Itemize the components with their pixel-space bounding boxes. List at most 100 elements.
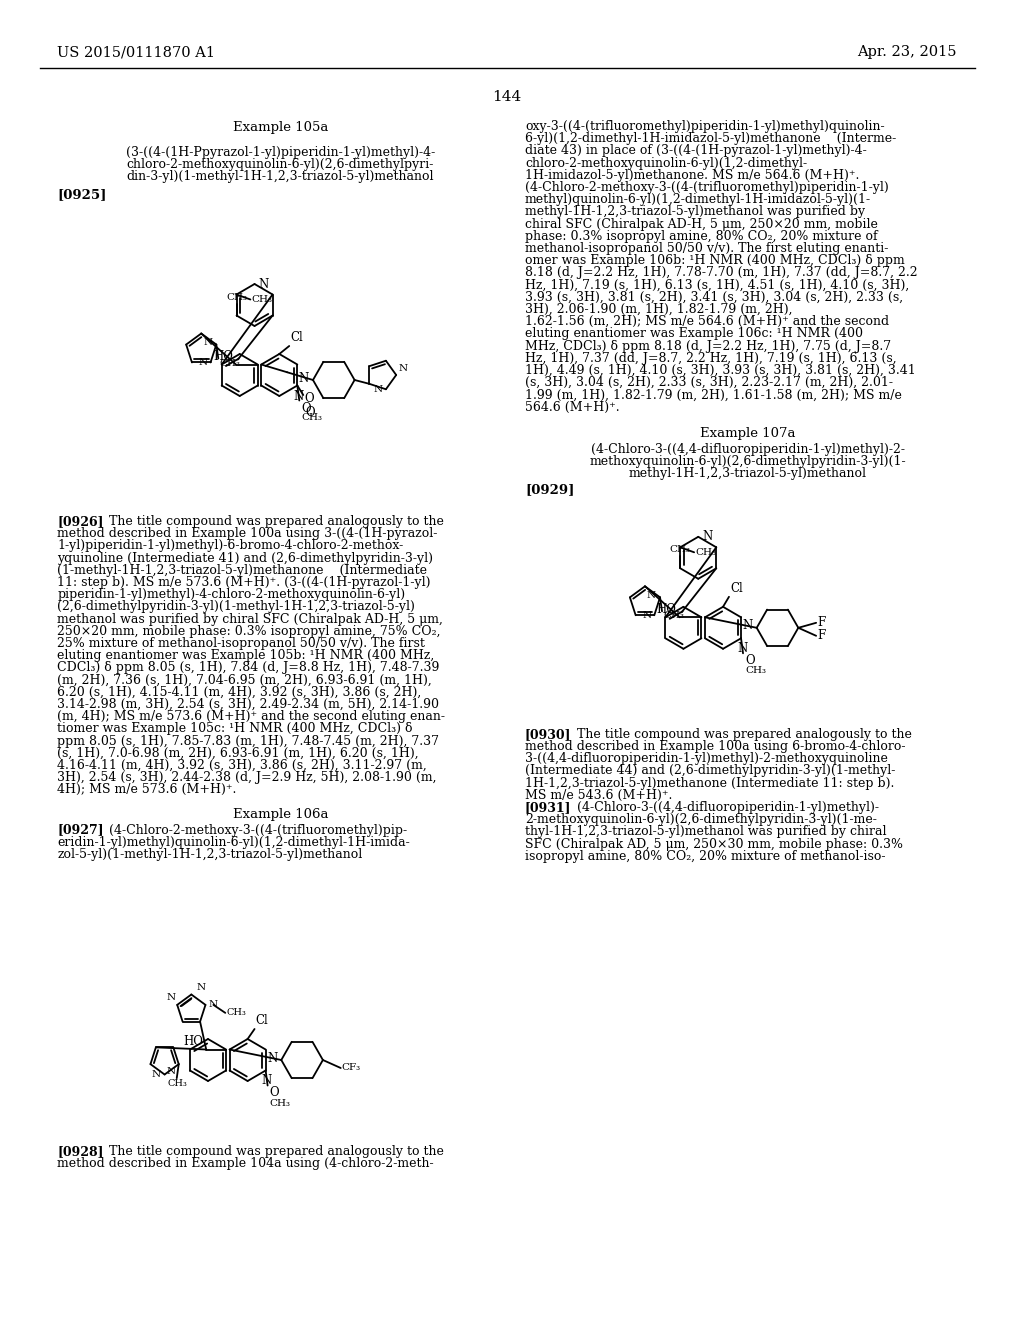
Text: (4-Chloro-2-methoxy-3-((4-(trifluoromethyl)pip-: (4-Chloro-2-methoxy-3-((4-(trifluorometh… [93,824,408,837]
Text: Cl: Cl [256,1014,268,1027]
Text: Hz, 1H), 7.37 (dd, J=8.7, 2.2 Hz, 1H), 7.19 (s, 1H), 6.13 (s,: Hz, 1H), 7.37 (dd, J=8.7, 2.2 Hz, 1H), 7… [525,352,897,364]
Text: N: N [166,993,175,1002]
Text: 1.99 (m, 1H), 1.82-1.79 (m, 2H), 1.61-1.58 (m, 2H); MS m/e: 1.99 (m, 1H), 1.82-1.79 (m, 2H), 1.61-1.… [525,388,902,401]
Text: piperidin-1-yl)methyl)-4-chloro-2-methoxyquinolin-6-yl): piperidin-1-yl)methyl)-4-chloro-2-methox… [57,589,406,601]
Text: N: N [203,338,212,347]
Text: isopropyl amine, 80% CO₂, 20% mixture of methanol-iso-: isopropyl amine, 80% CO₂, 20% mixture of… [525,850,886,863]
Text: CH₃: CH₃ [745,667,766,676]
Text: method described in Example 104a using (4-chloro-2-meth-: method described in Example 104a using (… [57,1158,434,1170]
Text: Apr. 23, 2015: Apr. 23, 2015 [857,45,956,59]
Text: Hz, 1H), 7.19 (s, 1H), 6.13 (s, 1H), 4.51 (s, 1H), 4.10 (s, 3H),: Hz, 1H), 7.19 (s, 1H), 6.13 (s, 1H), 4.5… [525,279,909,292]
Text: chloro-2-methoxyquinolin-6-yl)(1,2-dimethyl-: chloro-2-methoxyquinolin-6-yl)(1,2-dimet… [525,157,807,169]
Text: (s, 3H), 3.04 (s, 2H), 2.33 (s, 3H), 2.23-2.17 (m, 2H), 2.01-: (s, 3H), 3.04 (s, 2H), 2.33 (s, 3H), 2.2… [525,376,893,389]
Text: 1H-1,2,3-triazol-5-yl)methanone (Intermediate 11: step b).: 1H-1,2,3-triazol-5-yl)methanone (Interme… [525,776,894,789]
Text: CH₃: CH₃ [251,294,272,304]
Text: N: N [167,1067,176,1076]
Text: SFC (Chiralpak AD, 5 μm, 250×30 mm, mobile phase: 0.3%: SFC (Chiralpak AD, 5 μm, 250×30 mm, mobi… [525,838,903,850]
Text: F: F [817,630,825,643]
Text: 25% mixture of methanol-isopropanol 50/50 v/v). The first: 25% mixture of methanol-isopropanol 50/5… [57,638,425,649]
Text: 6.20 (s, 1H), 4.15-4.11 (m, 4H), 3.92 (s, 3H), 3.86 (s, 2H),: 6.20 (s, 1H), 4.15-4.11 (m, 4H), 3.92 (s… [57,686,422,698]
Text: ppm 8.05 (s, 1H), 7.85-7.83 (m, 1H), 7.48-7.45 (m, 2H), 7.37: ppm 8.05 (s, 1H), 7.85-7.83 (m, 1H), 7.4… [57,735,439,747]
Text: methyl-1H-1,2,3-triazol-5-yl)methanol was purified by: methyl-1H-1,2,3-triazol-5-yl)methanol wa… [525,206,865,218]
Text: (m, 2H), 7.36 (s, 1H), 7.04-6.95 (m, 2H), 6.93-6.91 (m, 1H),: (m, 2H), 7.36 (s, 1H), 7.04-6.95 (m, 2H)… [57,673,432,686]
Text: The title compound was prepared analogously to the: The title compound was prepared analogou… [560,727,911,741]
Text: CH₃: CH₃ [219,359,241,367]
Text: N: N [261,1074,271,1088]
Text: CH₃: CH₃ [226,293,247,301]
Text: [0925]: [0925] [57,187,106,201]
Text: thyl-1H-1,2,3-triazol-5-yl)methanol was purified by chiral: thyl-1H-1,2,3-triazol-5-yl)methanol was … [525,825,887,838]
Text: diate 43) in place of (3-((4-(1H-pyrazol-1-yl)methyl)-4-: diate 43) in place of (3-((4-(1H-pyrazol… [525,144,866,157]
Text: omer was Example 106b: ¹H NMR (400 MHz, CDCl₃) δ ppm: omer was Example 106b: ¹H NMR (400 MHz, … [525,255,904,267]
Text: 3H), 2.06-1.90 (m, 1H), 1.82-1.79 (m, 2H),: 3H), 2.06-1.90 (m, 1H), 1.82-1.79 (m, 2H… [525,304,793,315]
Text: Example 107a: Example 107a [700,426,796,440]
Text: N: N [209,1001,217,1010]
Text: N: N [702,531,713,544]
Text: CH₃: CH₃ [269,1098,291,1107]
Text: 6-yl)(1,2-dimethyl-1H-imidazol-5-yl)methanone    (Interme-: 6-yl)(1,2-dimethyl-1H-imidazol-5-yl)meth… [525,132,896,145]
Text: CH₃: CH₃ [301,413,323,422]
Text: (1-methyl-1H-1,2,3-triazol-5-yl)methanone    (Intermediate: (1-methyl-1H-1,2,3-triazol-5-yl)methanon… [57,564,427,577]
Text: O: O [745,655,755,668]
Text: zol-5-yl)(1-methyl-1H-1,2,3-triazol-5-yl)methanol: zol-5-yl)(1-methyl-1H-1,2,3-triazol-5-yl… [57,847,362,861]
Text: Cl: Cl [290,331,303,345]
Text: 1H-imidazol-5-yl)methanone. MS m/e 564.6 (M+H)⁺.: 1H-imidazol-5-yl)methanone. MS m/e 564.6… [525,169,859,182]
Text: method described in Example 100a using 6-bromo-4-chloro-: method described in Example 100a using 6… [525,741,905,752]
Text: (4-Chloro-3-((4,4-difluoropiperidin-1-yl)methyl)-2-: (4-Chloro-3-((4,4-difluoropiperidin-1-yl… [591,442,905,455]
Text: N: N [267,1052,278,1064]
Text: (4-Chloro-3-((4,4-difluoropiperidin-1-yl)methyl)-: (4-Chloro-3-((4,4-difluoropiperidin-1-yl… [560,801,879,814]
Text: 250×20 mm, mobile phase: 0.3% isopropyl amine, 75% CO₂,: 250×20 mm, mobile phase: 0.3% isopropyl … [57,624,441,638]
Text: O: O [304,392,314,404]
Text: (s, 1H), 7.0-6.98 (m, 2H), 6.93-6.91 (m, 1H), 6.20 (s, 1H),: (s, 1H), 7.0-6.98 (m, 2H), 6.93-6.91 (m,… [57,747,419,760]
Text: [0930]: [0930] [525,727,571,741]
Text: 1.62-1.56 (m, 2H); MS m/e 564.6 (M+H)⁺ and the second: 1.62-1.56 (m, 2H); MS m/e 564.6 (M+H)⁺ a… [525,315,889,329]
Text: [0928]: [0928] [57,1144,104,1158]
Text: O: O [305,405,314,418]
Text: N: N [647,591,656,599]
Text: (m, 4H); MS m/e 573.6 (M+H)⁺ and the second eluting enan-: (m, 4H); MS m/e 573.6 (M+H)⁺ and the sec… [57,710,445,723]
Text: din-3-yl)(1-methyl-1H-1,2,3-triazol-5-yl)methanol: din-3-yl)(1-methyl-1H-1,2,3-triazol-5-yl… [127,170,434,183]
Text: [0929]: [0929] [525,483,574,496]
Text: (Intermediate 44) and (2,6-dimethylpyridin-3-yl)(1-methyl-: (Intermediate 44) and (2,6-dimethylpyrid… [525,764,895,777]
Text: MHz, CDCl₃) δ ppm 8.18 (d, J=2.2 Hz, 1H), 7.75 (d, J=8.7: MHz, CDCl₃) δ ppm 8.18 (d, J=2.2 Hz, 1H)… [525,339,891,352]
Text: CDCl₃) δ ppm 8.05 (s, 1H), 7.84 (d, J=8.8 Hz, 1H), 7.48-7.39: CDCl₃) δ ppm 8.05 (s, 1H), 7.84 (d, J=8.… [57,661,440,675]
Text: Example 106a: Example 106a [232,808,328,821]
Text: [0926]: [0926] [57,515,104,528]
Text: tiomer was Example 105c: ¹H NMR (400 MHz, CDCl₃) δ: tiomer was Example 105c: ¹H NMR (400 MHz… [57,722,413,735]
Text: eridin-1-yl)methyl)quinolin-6-yl)(1,2-dimethyl-1H-imida-: eridin-1-yl)methyl)quinolin-6-yl)(1,2-di… [57,836,411,849]
Text: CF₃: CF₃ [342,1064,360,1072]
Text: N: N [642,611,651,620]
Text: 2-methoxyquinolin-6-yl)(2,6-dimethylpyridin-3-yl)(1-me-: 2-methoxyquinolin-6-yl)(2,6-dimethylpyri… [525,813,877,826]
Text: methanol-isopropanol 50/50 v/v). The first eluting enanti-: methanol-isopropanol 50/50 v/v). The fir… [525,242,888,255]
Text: methanol was purified by chiral SFC (Chiralpak AD-H, 5 μm,: methanol was purified by chiral SFC (Chi… [57,612,443,626]
Text: phase: 0.3% isopropyl amine, 80% CO₂, 20% mixture of: phase: 0.3% isopropyl amine, 80% CO₂, 20… [525,230,878,243]
Text: N: N [152,1071,161,1078]
Text: (4-Chloro-2-methoxy-3-((4-(trifluoromethyl)piperidin-1-yl): (4-Chloro-2-methoxy-3-((4-(trifluorometh… [525,181,889,194]
Text: CH₃: CH₃ [695,548,716,557]
Text: CH₃: CH₃ [670,545,691,554]
Text: methyl-1H-1,2,3-triazol-5-yl)methanol: methyl-1H-1,2,3-triazol-5-yl)methanol [629,467,866,479]
Text: 3-((4,4-difluoropiperidin-1-yl)methyl)-2-methoxyquinoline: 3-((4,4-difluoropiperidin-1-yl)methyl)-2… [525,752,888,766]
Text: 4.16-4.11 (m, 4H), 3.92 (s, 3H), 3.86 (s, 2H), 3.11-2.97 (m,: 4.16-4.11 (m, 4H), 3.92 (s, 3H), 3.86 (s… [57,759,427,772]
Text: Example 105a: Example 105a [232,121,328,135]
Text: methyl)quinolin-6-yl)(1,2-dimethyl-1H-imidazol-5-yl)(1-: methyl)quinolin-6-yl)(1,2-dimethyl-1H-im… [525,193,871,206]
Text: 3.93 (s, 3H), 3.81 (s, 2H), 3.41 (s, 3H), 3.04 (s, 2H), 2.33 (s,: 3.93 (s, 3H), 3.81 (s, 2H), 3.41 (s, 3H)… [525,290,903,304]
Text: Cl: Cl [730,582,742,595]
Text: HO: HO [656,603,677,616]
Text: oxy-3-((4-(trifluoromethyl)piperidin-1-yl)methyl)quinolin-: oxy-3-((4-(trifluoromethyl)piperidin-1-y… [525,120,885,133]
Text: 11: step b). MS m/e 573.6 (M+H)⁺. (3-((4-(1H-pyrazol-1-yl): 11: step b). MS m/e 573.6 (M+H)⁺. (3-((4… [57,576,431,589]
Text: N: N [293,389,303,403]
Text: (3-((4-(1H-Ppyrazol-1-yl)piperidin-1-yl)methyl)-4-: (3-((4-(1H-Ppyrazol-1-yl)piperidin-1-yl)… [126,147,435,158]
Text: CH₃: CH₃ [663,611,684,620]
Text: 1H), 4.49 (s, 1H), 4.10 (s, 3H), 3.93 (s, 3H), 3.81 (s, 2H), 3.41: 1H), 4.49 (s, 1H), 4.10 (s, 3H), 3.93 (s… [525,364,915,378]
Text: HO: HO [213,350,232,363]
Text: 8.18 (d, J=2.2 Hz, 1H), 7.78-7.70 (m, 1H), 7.37 (dd, J=8.7, 2.2: 8.18 (d, J=2.2 Hz, 1H), 7.78-7.70 (m, 1H… [525,267,918,280]
Text: 4H); MS m/e 573.6 (M+H)⁺.: 4H); MS m/e 573.6 (M+H)⁺. [57,783,237,796]
Text: eluting enantiomer was Example 106c: ¹H NMR (400: eluting enantiomer was Example 106c: ¹H … [525,327,863,341]
Text: O: O [269,1086,280,1100]
Text: 3H), 2.54 (s, 3H), 2.44-2.38 (d, J=2.9 Hz, 5H), 2.08-1.90 (m,: 3H), 2.54 (s, 3H), 2.44-2.38 (d, J=2.9 H… [57,771,437,784]
Text: N: N [197,982,206,991]
Text: N: N [742,619,753,632]
Text: [0927]: [0927] [57,824,104,837]
Text: HO: HO [183,1035,203,1048]
